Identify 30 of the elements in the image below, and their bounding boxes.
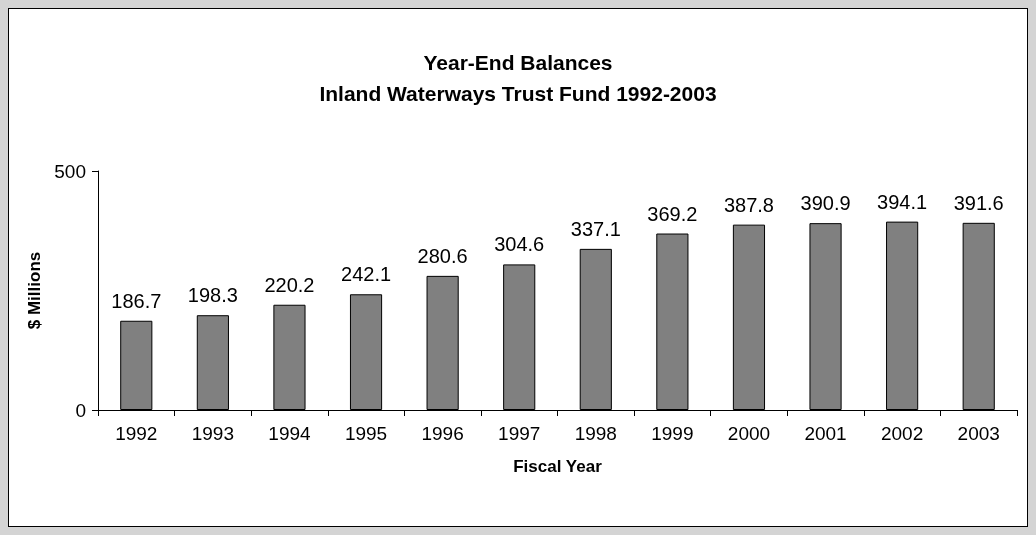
data-label: 186.7 — [111, 289, 162, 312]
data-label: 337.1 — [570, 217, 621, 240]
x-tick-label: 1998 — [574, 423, 617, 444]
chart-title: Year-End Balances — [423, 51, 613, 74]
data-label: 369.2 — [647, 202, 698, 225]
x-tick-label: 1994 — [268, 423, 312, 444]
y-tick-label: 500 — [54, 160, 86, 182]
data-label: 280.6 — [417, 244, 468, 267]
y-axis-title: $ Millions — [25, 251, 45, 330]
data-label: 220.2 — [264, 273, 315, 296]
x-tick-label: 2002 — [880, 423, 924, 444]
x-tick-label: 1992 — [115, 423, 158, 444]
x-tick-label: 2003 — [957, 423, 1000, 444]
chart-subtitle: Inland Waterways Trust Fund 1992-2003 — [319, 82, 717, 105]
x-axis-title: Fiscal Year — [513, 457, 603, 476]
data-label: 304.6 — [494, 233, 545, 256]
x-tick-label: 1995 — [344, 423, 388, 444]
data-label: 394.1 — [877, 190, 928, 213]
x-tick-label: 2000 — [727, 423, 771, 444]
data-label: 390.9 — [800, 192, 851, 215]
y-tick-label: 0 — [75, 399, 86, 421]
data-label: 198.3 — [187, 284, 238, 307]
data-label: 391.6 — [953, 191, 1004, 214]
x-tick-label: 1996 — [421, 423, 464, 444]
x-tick-label: 1993 — [191, 423, 235, 444]
x-tick-label: 1999 — [651, 423, 694, 444]
x-tick-label: 1997 — [498, 423, 541, 444]
data-label: 387.8 — [723, 193, 774, 216]
data-label: 242.1 — [341, 263, 392, 286]
x-tick-label: 2001 — [804, 423, 847, 444]
